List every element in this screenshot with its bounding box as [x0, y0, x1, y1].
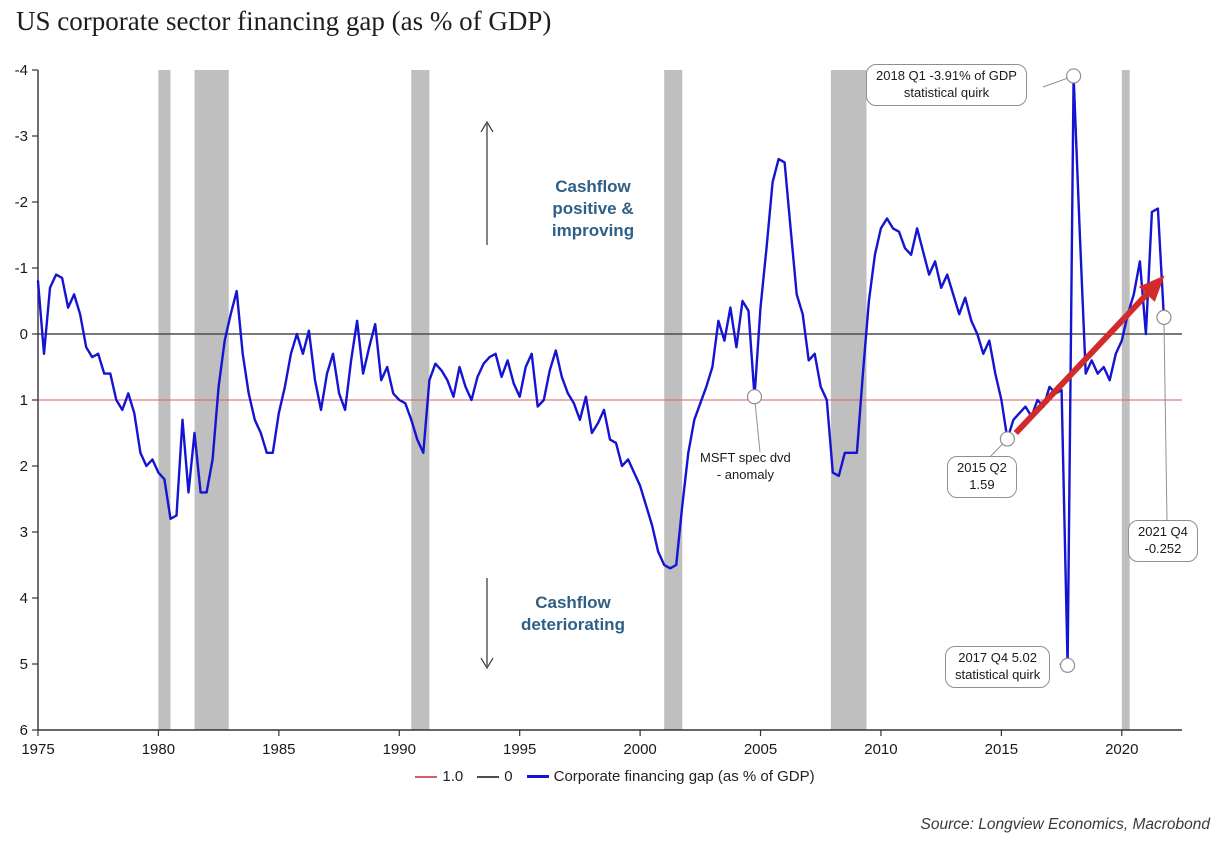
zone-label-cashflow-positive: Cashflow positive & improving — [551, 177, 635, 240]
y-tick-label: -1 — [15, 260, 28, 277]
annotation-msft: MSFT spec dvd - anomaly — [700, 450, 791, 482]
financing-gap-line — [36, 74, 1166, 667]
page-title: US corporate sector financing gap (as % … — [16, 6, 552, 36]
y-tick-label: -2 — [15, 194, 28, 211]
annotation-q4-2021: 2021 Q4 -0.252 — [1128, 520, 1198, 562]
x-tick-label: 2020 — [1105, 741, 1138, 758]
annotation-marker-q4-2017 — [1059, 657, 1076, 673]
legend-item-2: Corporate financing gap (as % of GDP) — [526, 768, 815, 785]
x-tick-label: 2015 — [985, 741, 1018, 758]
x-tick-label: 2010 — [864, 741, 897, 758]
legend-label: 0 — [504, 768, 513, 785]
y-tick-label: 4 — [20, 590, 28, 607]
annotation-marker-q2-2015 — [999, 431, 1015, 447]
chart-legend: 1.0 0 Corporate financing gap (as % of GDP… — [0, 768, 1230, 785]
annotation-marker-q4-2021 — [1156, 309, 1172, 325]
y-tick-label: 5 — [20, 656, 28, 673]
up-arrow-head-icon — [480, 120, 494, 133]
x-tick-label: 1985 — [262, 741, 295, 758]
annotation-q2-2015: 2015 Q2 1.59 — [947, 456, 1017, 498]
y-tick-label: 0 — [20, 326, 28, 343]
y-tick-label: 3 — [20, 524, 28, 541]
annotation-marker-msft — [746, 389, 763, 405]
y-tick-label: 1 — [20, 392, 28, 409]
annotation-connector-msft — [754, 396, 761, 453]
legend-item-1: 0 — [477, 768, 513, 785]
legend-label: 1.0 — [442, 768, 464, 785]
legend-swatch-icon — [526, 775, 549, 778]
trend-arrow — [1013, 275, 1165, 436]
annotation-q1-2018: 2018 Q1 -3.91% of GDP statistical quirk — [866, 64, 1027, 106]
y-tick-label: 2 — [20, 458, 28, 475]
x-tick-label: 1990 — [383, 741, 416, 758]
x-tick-label: 1995 — [503, 741, 536, 758]
zone-label-cashflow-deteriorating: Cashflow deteriorating — [521, 593, 625, 634]
x-tick-label: 2000 — [623, 741, 656, 758]
x-tick-label: 1980 — [142, 741, 175, 758]
y-tick-label: -3 — [15, 128, 28, 145]
x-tick-label: 2005 — [744, 741, 777, 758]
legend-item-0: 1.0 — [415, 768, 463, 785]
legend-swatch-icon — [415, 775, 438, 778]
annotation-connector-q4-2021 — [1163, 317, 1168, 523]
legend-swatch-icon — [477, 775, 500, 778]
source-credit: Source: Longview Economics, Macrobond — [920, 816, 1210, 833]
y-tick-label: 6 — [20, 722, 28, 739]
annotation-q4-2017: 2017 Q4 5.02 statistical quirk — [945, 646, 1051, 688]
annotation-marker-q1-2018 — [1066, 68, 1082, 84]
down-arrow-head-icon — [480, 657, 494, 670]
y-tick-label: -4 — [15, 62, 28, 79]
legend-label: Corporate financing gap (as % of GDP) — [553, 768, 815, 785]
x-tick-label: 1975 — [21, 741, 54, 758]
